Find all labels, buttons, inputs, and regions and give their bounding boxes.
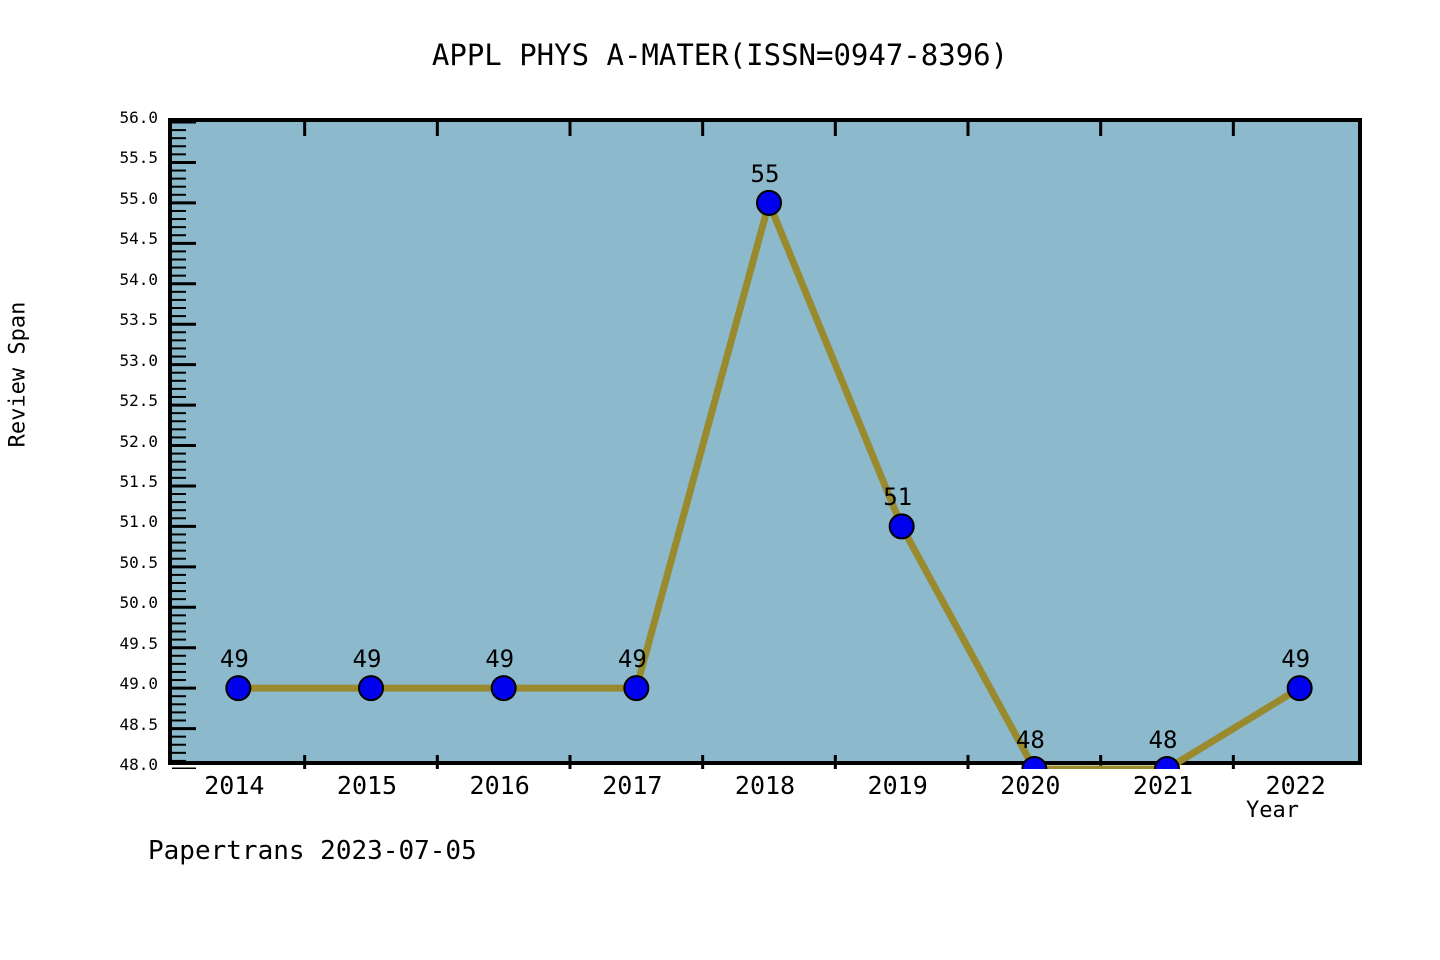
x-tick-label: 2020	[1000, 771, 1061, 800]
x-tick-label: 2015	[336, 771, 398, 800]
y-tick-label: 50.5	[119, 552, 158, 572]
data-point-marker	[756, 189, 782, 216]
y-tick-label: 50.0	[119, 593, 158, 613]
y-tick-label: 55.5	[119, 148, 158, 168]
x-tick-label: 2019	[867, 771, 928, 800]
data-point-marker	[623, 675, 650, 702]
y-tick-label: 55.0	[119, 188, 158, 208]
y-tick-label: 53.0	[119, 350, 158, 370]
y-tick-label: 48.5	[119, 714, 158, 734]
plot-area	[168, 118, 1362, 769]
x-tick-label: 2014	[204, 771, 265, 800]
data-point-marker	[1154, 756, 1180, 769]
y-tick-label: 52.0	[119, 431, 158, 451]
x-tick-label: 2016	[469, 771, 530, 800]
x-axis-title: Year	[1246, 798, 1299, 823]
y-axis-tick-labels: 48.0 48.5 49.0 49.5 50.0 50.5 51.0 51.5 52.0 52.5…	[96, 0, 158, 960]
y-tick-label: 49.5	[119, 633, 158, 653]
x-tick-label: 2022	[1265, 771, 1326, 800]
y-tick-label: 49.0	[119, 674, 158, 694]
y-tick-label: 51.5	[119, 471, 158, 491]
y-tick-label: 56.0	[119, 108, 158, 127]
y-major-ticks	[172, 122, 196, 769]
x-tick-label: 2018	[734, 771, 796, 800]
y-tick-label: 53.5	[119, 310, 158, 330]
footer-note: Papertrans 2023-07-05	[148, 836, 477, 866]
data-point-marker	[1286, 675, 1313, 702]
y-minor-ticks	[172, 129, 186, 762]
data-point-marker	[888, 513, 915, 540]
chart-title: APPL PHYS A-MATER(ISSN=0947-8396)	[431, 38, 1009, 72]
y-axis-title: Review Span	[5, 301, 31, 448]
y-tick-label: 51.0	[119, 512, 158, 532]
x-tick-label: 2017	[602, 771, 663, 800]
y-tick-label: 52.5	[119, 391, 158, 411]
x-tick-label: 2021	[1132, 771, 1194, 800]
y-tick-label: 48.0	[119, 755, 158, 774]
y-tick-label: 54.0	[119, 269, 158, 289]
line-chart-svg	[172, 122, 1313, 769]
data-point-marker	[1021, 756, 1048, 769]
data-point-marker	[225, 675, 252, 702]
data-point-marker	[490, 675, 517, 702]
data-point-marker	[358, 675, 384, 702]
data-point-markers	[225, 189, 1313, 769]
y-tick-label: 54.5	[119, 229, 158, 249]
